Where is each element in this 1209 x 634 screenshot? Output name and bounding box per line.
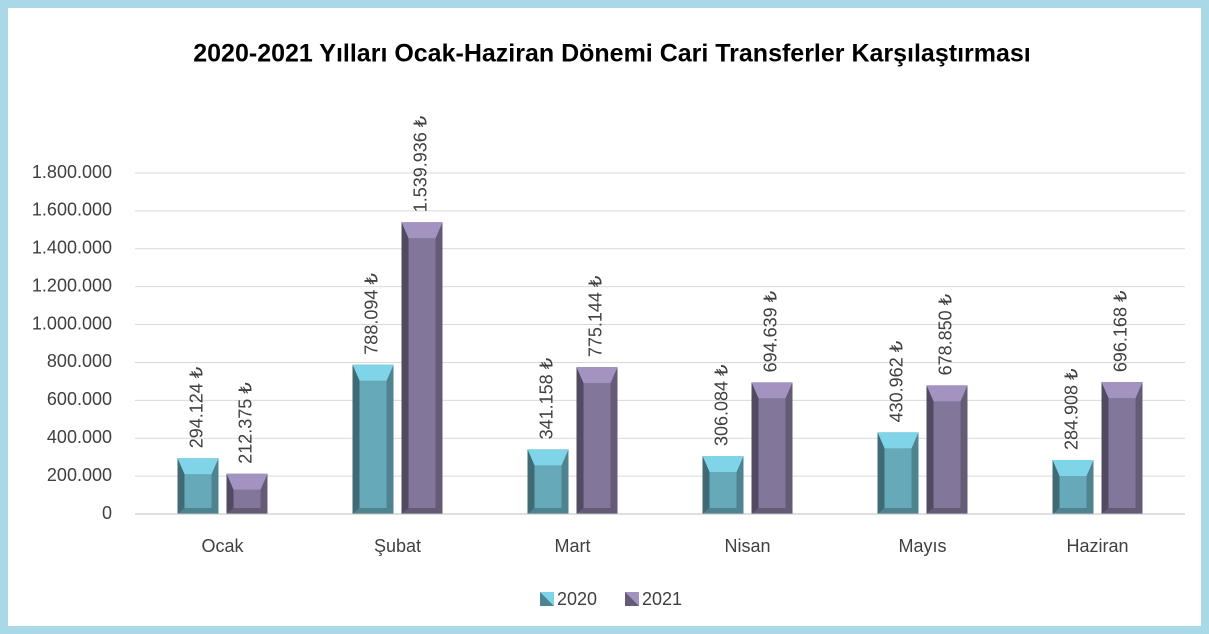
bar-group bbox=[576, 367, 618, 514]
bar-bevel-left bbox=[352, 364, 360, 514]
bar-bevel-top bbox=[401, 222, 443, 239]
data-label: 294.124 ₺ bbox=[187, 367, 207, 449]
data-label: 694.639 ₺ bbox=[761, 291, 781, 373]
bar-bevel-left bbox=[1052, 460, 1060, 514]
y-tick-label: 1.200.000 bbox=[32, 275, 112, 295]
bar-group bbox=[527, 449, 569, 514]
data-label: 212.375 ₺ bbox=[236, 382, 256, 464]
bar-bevel-left bbox=[226, 473, 234, 514]
bar-face bbox=[583, 383, 611, 508]
legend-swatch-bevel bbox=[540, 592, 554, 606]
data-label: 430.962 ₺ bbox=[887, 341, 907, 423]
bar-bevel-top bbox=[226, 473, 268, 490]
x-tick-label: Şubat bbox=[374, 536, 421, 556]
bar-bevel-top bbox=[352, 364, 394, 381]
y-tick-label: 1.000.000 bbox=[32, 313, 112, 333]
y-tick-label: 800.000 bbox=[47, 351, 112, 371]
bar-group bbox=[877, 432, 919, 514]
bar-face bbox=[408, 238, 436, 508]
bar-face bbox=[709, 472, 737, 508]
data-label: 1.539.936 ₺ bbox=[411, 116, 431, 213]
bar-group bbox=[177, 458, 219, 514]
data-label: 306.084 ₺ bbox=[712, 364, 732, 446]
bar-face bbox=[534, 465, 562, 508]
x-tick-label: Ocak bbox=[201, 536, 244, 556]
bar-face bbox=[1108, 398, 1136, 508]
bar-face bbox=[758, 398, 786, 508]
bar-bevel-left bbox=[1101, 382, 1109, 514]
data-label: 696.168 ₺ bbox=[1111, 291, 1131, 373]
bar-group bbox=[1052, 460, 1094, 514]
bar-bevel-left bbox=[702, 456, 710, 514]
bar-bevel-left bbox=[177, 458, 185, 514]
bar-face bbox=[184, 474, 212, 508]
x-tick-label: Nisan bbox=[724, 536, 770, 556]
bar-group bbox=[401, 222, 443, 514]
bar-bevel-top bbox=[527, 449, 569, 466]
bar-group bbox=[352, 364, 394, 514]
y-tick-label: 1.600.000 bbox=[32, 200, 112, 220]
bar-face bbox=[233, 489, 261, 508]
bar-group bbox=[751, 382, 793, 514]
data-label: 341.158 ₺ bbox=[537, 358, 557, 440]
bar-group bbox=[226, 473, 268, 514]
bar-group bbox=[702, 456, 744, 514]
data-label: 788.094 ₺ bbox=[362, 273, 382, 355]
chart-title: 2020-2021 Yılları Ocak-Haziran Dönemi Ca… bbox=[193, 40, 1030, 68]
bar-face bbox=[359, 380, 387, 508]
bar-bevel-top bbox=[877, 432, 919, 449]
bar-bevel-left bbox=[576, 367, 584, 514]
y-tick-label: 200.000 bbox=[47, 465, 112, 485]
y-tick-label: 1.400.000 bbox=[32, 238, 112, 258]
bar-bevel-top bbox=[1052, 460, 1094, 477]
bar-group bbox=[1101, 382, 1143, 514]
bar-bevel-left bbox=[401, 222, 409, 514]
y-tick-label: 400.000 bbox=[47, 427, 112, 447]
bar-bevel-top bbox=[702, 456, 744, 473]
bar-bevel-left bbox=[751, 382, 759, 514]
bar-bevel-left bbox=[877, 432, 885, 514]
bar-group bbox=[926, 385, 968, 514]
x-tick-label: Haziran bbox=[1066, 536, 1128, 556]
x-tick-label: Mart bbox=[555, 536, 591, 556]
legend-swatch-bevel bbox=[625, 592, 639, 606]
x-tick-label: Mayıs bbox=[898, 536, 946, 556]
bar-bevel-left bbox=[926, 385, 934, 514]
bar-bevel-top bbox=[751, 382, 793, 399]
bar-bevel-left bbox=[527, 449, 535, 514]
legend-label: 2021 bbox=[642, 589, 682, 609]
y-tick-label: 0 bbox=[102, 503, 112, 523]
data-label: 678.850 ₺ bbox=[936, 294, 956, 376]
bar-face bbox=[1059, 476, 1087, 508]
bar-bevel-top bbox=[576, 367, 618, 384]
bar-bevel-top bbox=[1101, 382, 1143, 399]
bar-face bbox=[933, 401, 961, 508]
bar-bevel-top bbox=[177, 458, 219, 475]
bar-face bbox=[884, 448, 912, 508]
legend-label: 2020 bbox=[557, 589, 597, 609]
data-label: 775.144 ₺ bbox=[586, 276, 606, 358]
data-label: 284.908 ₺ bbox=[1062, 368, 1082, 450]
y-tick-label: 600.000 bbox=[47, 389, 112, 409]
y-tick-label: 1.800.000 bbox=[32, 162, 112, 182]
bar-bevel-top bbox=[926, 385, 968, 402]
